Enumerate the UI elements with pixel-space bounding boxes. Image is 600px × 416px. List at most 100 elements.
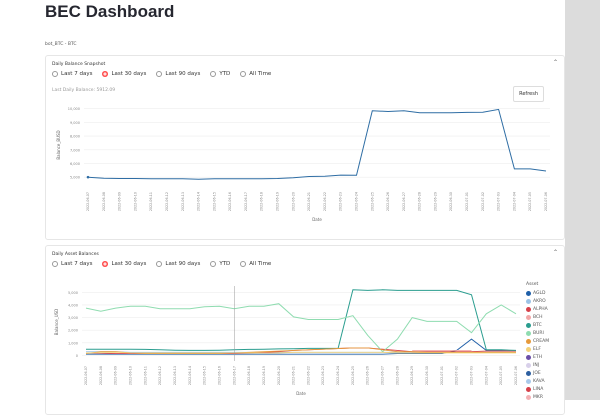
range-radio-last-90-days[interactable]: Last 90 days [156,71,200,77]
x-tick-label: 2022-06-28 [418,192,422,211]
range-radio-last-7-days[interactable]: Last 7 days [52,71,92,77]
radio-circle[interactable] [102,261,109,267]
radio-circle[interactable] [52,71,58,77]
radio-circle[interactable] [102,71,109,77]
x-tick-label: 2022-06-15 [212,192,216,211]
bot-subtitle: bot_BTC - BTC [45,42,77,47]
x-tick-label: 2022-06-21 [307,192,311,211]
radio-label: Last 7 days [61,261,93,267]
x-tick-label: 2022-06-16 [228,192,232,211]
x-tick-label: 2022-06-08 [99,366,103,385]
series-line-btc[interactable] [86,289,517,351]
y-axis-label: Balance_BUSD [56,130,61,159]
x-tick-label: 2022-06-26 [386,192,390,211]
legend-swatch [526,354,531,360]
x-tick-label: 2022-06-25 [351,366,355,385]
radio-label: Last 30 days [111,71,147,77]
legend-item-agld[interactable]: AGLD [526,289,549,297]
series-line-cream[interactable] [85,347,516,355]
x-tick-label: 2022-06-19 [276,192,280,211]
legend-swatch [526,290,531,296]
legend-item-lina[interactable]: LINA [526,385,549,393]
x-tick-label: 2022-06-18 [247,366,251,385]
legend-swatch [526,394,531,400]
legend-item-kava[interactable]: KAVA [526,377,549,385]
legend-swatch [526,314,531,320]
x-tick-label: 2022-06-27 [381,366,385,385]
radio-circle[interactable] [210,261,217,267]
series-line-elf[interactable] [85,351,516,354]
data-point[interactable] [86,175,90,179]
range-radio-last-7-days[interactable]: Last 7 days [52,261,92,267]
legend-item-buri[interactable]: BURI [526,329,549,337]
y-tick-label: 9,000 [70,121,80,125]
x-tick-label: 2022-06-25 [370,192,374,211]
legend-label: ETH [533,354,542,360]
legend-label: AGLD [533,290,546,296]
legend-item-cream[interactable]: CREAM [526,337,549,345]
series-line-balance[interactable] [87,108,547,180]
radio-circle[interactable] [52,261,58,267]
legend-swatch [526,370,531,376]
y-axis-label: Balance_USD [54,309,59,336]
chevron-up-icon[interactable]: ⌃ [552,249,558,256]
x-tick-label: 2022-06-14 [197,192,201,211]
x-tick-label: 2022-06-20 [277,366,281,385]
card-title: Daily Balance Snapshot [52,62,106,67]
x-tick-label: 2022-06-13 [173,366,177,385]
x-tick-label: 2022-07-05 [528,192,532,211]
x-tick-label: 2022-06-30 [425,366,429,385]
range-radio-last-30-days[interactable]: Last 30 days [102,261,146,267]
legend-item-elf[interactable]: ELF [526,345,549,353]
legend-swatch [526,338,531,344]
x-tick-label: 2022-06-26 [366,366,370,385]
range-radio-last-90-days[interactable]: Last 90 days [156,261,200,267]
x-tick-label: 2022-06-12 [158,366,162,385]
y-tick-label: 0 [76,354,78,358]
legend-item-akro[interactable]: AKRO [526,297,549,305]
range-radio-last-30-days[interactable]: Last 30 days [102,71,146,77]
radio-label: Last 7 days [61,71,93,77]
x-tick-label: 2022-07-02 [455,366,459,385]
radio-circle[interactable] [240,261,247,267]
radio-label: Last 90 days [165,261,201,267]
x-tick-label: 2022-07-04 [484,366,488,385]
range-radio-all-time[interactable]: All Time [240,71,271,77]
legend-label: BCH [533,314,543,320]
x-tick-label: 2022-06-12 [165,192,169,211]
radio-label: All Time [249,71,272,77]
x-axis-label: Date [312,217,322,222]
x-tick-label: 2022-06-10 [128,366,132,385]
legend-item-mkr[interactable]: MKR [526,393,549,401]
range-radio-group: Last 7 days Last 30 days Last 90 days YTD Al… [52,71,271,77]
x-tick-label: 2022-06-13 [181,192,185,211]
x-tick-label: 2022-06-07 [86,192,90,211]
legend-swatch [526,346,531,352]
range-radio-all-time[interactable]: All Time [240,261,271,267]
y-tick-label: 7,000 [70,148,80,152]
range-radio-ytd[interactable]: YTD [210,71,230,77]
radio-circle[interactable] [156,71,163,77]
y-tick-label: 3,000 [68,316,78,320]
legend-item-inj[interactable]: INJ [526,361,549,369]
radio-circle[interactable] [240,71,247,77]
legend-item-alpha[interactable]: ALPHA [526,305,549,313]
legend-item-btc[interactable]: BTC [526,321,549,329]
x-tick-label: 2022-06-18 [260,192,264,211]
chevron-up-icon[interactable]: ⌃ [552,59,558,66]
y-tick-label: 2,000 [68,329,78,333]
page-scrollbar[interactable] [565,0,600,400]
daily-balance-card: 5,000 6,000 7,000 8,000 9,000 10,000 2022-06-0… [45,55,565,240]
legend-item-bch[interactable]: BCH [526,313,549,321]
series-line-buri[interactable] [85,303,517,353]
x-tick-label: 2022-06-08 [102,192,106,211]
x-tick-label: 2022-06-17 [232,366,236,385]
refresh-button[interactable]: Refresh [513,86,544,102]
radio-circle[interactable] [210,71,217,77]
legend-item-eth[interactable]: ETH [526,353,549,361]
legend-label: ALPHA [533,306,548,312]
radio-circle[interactable] [156,261,163,267]
range-radio-ytd[interactable]: YTD [210,261,230,267]
legend-item-joe[interactable]: JOE [526,369,549,377]
legend-label: BURI [533,330,544,336]
